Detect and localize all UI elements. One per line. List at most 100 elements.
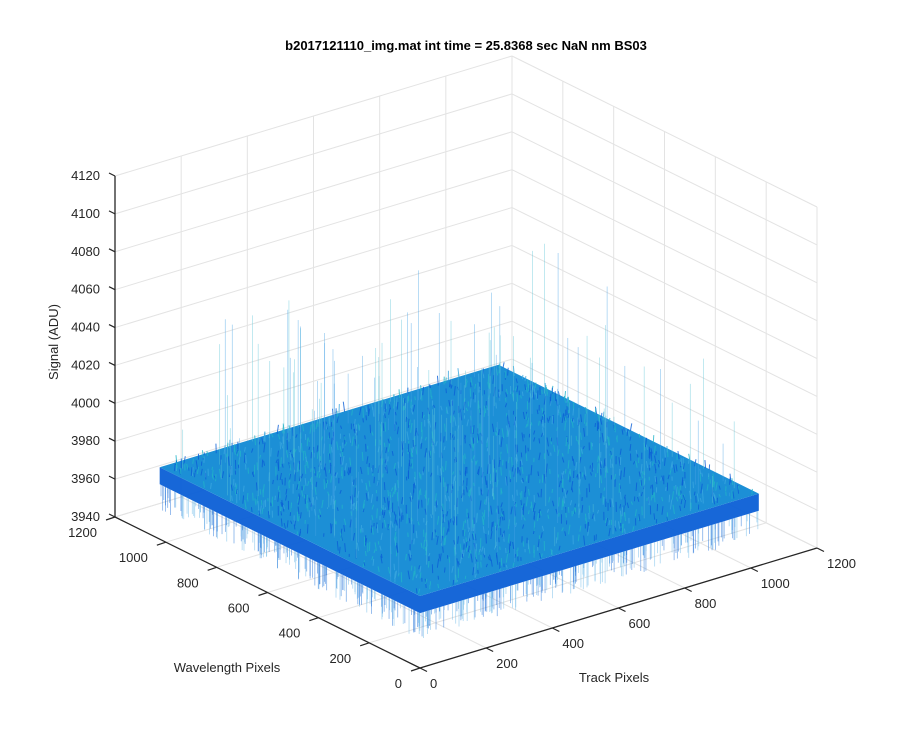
surface-noise-mark <box>497 429 500 435</box>
surface-noise-mark <box>506 425 509 435</box>
surface-noise-mark <box>340 535 343 541</box>
surface-noise-mark <box>470 377 473 386</box>
surface-noise-mark <box>448 496 451 502</box>
surface-noise-mark <box>304 465 307 474</box>
surface-noise-mark <box>357 423 360 431</box>
surface-noise-mark <box>532 391 535 400</box>
surface-noise-mark <box>561 527 564 532</box>
surface-noise-mark <box>339 453 342 458</box>
surface-noise-mark <box>542 419 545 428</box>
surface-noise-mark <box>362 407 364 418</box>
y-tick-label: 0 <box>395 676 402 691</box>
surface-noise-mark <box>546 508 549 513</box>
z-tick <box>108 324 116 329</box>
z-axis-label: Signal (ADU) <box>46 304 61 380</box>
surface-noise-mark <box>637 496 640 502</box>
surface-noise-mark <box>364 538 368 546</box>
surface-noise-mark <box>413 482 416 489</box>
surface-noise-mark <box>462 521 465 530</box>
surface-noise-mark <box>263 500 265 509</box>
surface-noise-mark <box>635 460 638 468</box>
surface-noise-mark <box>259 488 262 495</box>
surface-noise-mark <box>486 405 489 411</box>
surface-noise-mark <box>235 484 238 491</box>
surface-noise-mark <box>308 446 311 451</box>
surface-noise-mark <box>644 437 648 448</box>
surface-noise-mark <box>424 437 427 441</box>
surface-noise-mark <box>503 510 505 521</box>
surface-noise-mark <box>506 444 509 454</box>
surface-noise-mark <box>524 384 527 391</box>
surface-noise-mark <box>471 533 474 540</box>
surface-noise-mark <box>351 436 354 447</box>
surface-noise-mark <box>403 398 406 406</box>
z-tick-label: 3940 <box>71 509 100 524</box>
surface-noise-mark <box>485 563 488 568</box>
surface-noise-mark <box>236 489 238 495</box>
grid-line <box>511 55 818 208</box>
surface-noise-mark <box>583 427 586 437</box>
surface-noise-mark <box>394 411 397 416</box>
surface-noise-mark <box>465 540 468 548</box>
z-tick-label: 4000 <box>71 395 100 410</box>
surface-noise-mark <box>479 407 481 415</box>
surface-noise-mark <box>463 455 465 465</box>
surface-noise-mark <box>298 479 300 489</box>
surface-noise-mark <box>370 467 373 472</box>
surface-noise-mark <box>480 488 483 495</box>
surface-noise-mark <box>564 468 567 474</box>
surface-noise-mark <box>468 489 470 497</box>
surface-noise-mark <box>371 504 375 510</box>
surface-noise-mark <box>271 433 274 438</box>
surface-noise-mark <box>629 443 632 451</box>
surface-noise-mark <box>453 385 456 396</box>
surface-noise-mark <box>546 417 549 423</box>
surface-noise-mark <box>533 502 536 510</box>
grid-line <box>511 244 818 397</box>
z-tick-label: 4080 <box>71 244 100 259</box>
surface-noise-mark <box>572 408 575 416</box>
surface-noise-mark <box>405 553 407 561</box>
surface-noise-mark <box>638 514 641 522</box>
surface-noise-mark <box>475 551 478 560</box>
surface-noise-mark <box>467 527 470 532</box>
surface-noise-mark <box>565 490 569 495</box>
surface-noise-mark <box>298 531 302 536</box>
surface-noise-mark <box>307 437 310 443</box>
surface-noise-mark <box>564 415 567 423</box>
surface-noise-mark <box>415 574 418 579</box>
surface-noise-mark <box>394 571 396 579</box>
surface-noise-mark <box>587 522 589 532</box>
surface-noise-mark <box>558 545 561 551</box>
surface-noise-mark <box>533 385 536 395</box>
surface-noise-mark <box>374 542 377 551</box>
surface-noise-mark <box>433 404 436 409</box>
surface-noise-mark <box>623 467 626 478</box>
surface-noise-mark <box>263 460 266 466</box>
z-tick <box>108 210 116 215</box>
surface-noise-mark <box>653 513 656 520</box>
surface-noise-mark <box>436 375 439 386</box>
surface-noise-mark <box>466 419 469 427</box>
surface-noise-mark <box>365 482 368 491</box>
surface-noise-mark <box>242 495 245 504</box>
surface-noise-mark <box>376 524 379 533</box>
surface-noise-mark <box>401 452 404 457</box>
surface-noise-mark <box>315 481 318 488</box>
surface-noise-mark <box>325 478 327 484</box>
grid-line <box>114 131 513 253</box>
surface-noise-mark <box>340 425 343 429</box>
surface-noise-mark <box>450 432 452 441</box>
surface-noise-mark <box>669 468 672 475</box>
surface-noise-mark <box>525 423 528 428</box>
surface-noise-mark <box>364 435 366 440</box>
surface-noise-mark <box>339 489 342 494</box>
surface-noise-mark <box>476 469 480 475</box>
surface-noise-mark <box>410 422 413 433</box>
surface-noise-mark <box>415 446 418 455</box>
surface-noise-mark <box>619 514 622 523</box>
surface-noise-mark <box>413 538 415 545</box>
surface-noise-mark <box>657 464 660 468</box>
surface-noise-mark <box>630 501 633 505</box>
surface-noise-mark <box>330 495 332 506</box>
